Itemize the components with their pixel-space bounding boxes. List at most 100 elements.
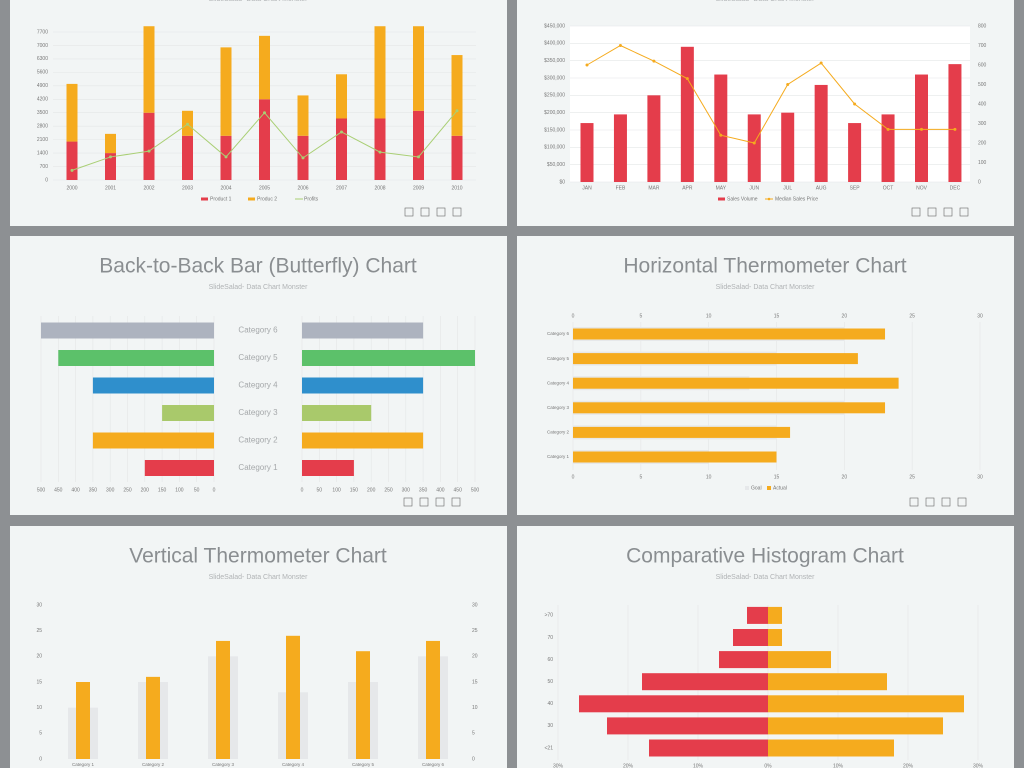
bar [92,377,214,394]
bar-segment [336,118,347,180]
bar [162,405,214,421]
social-icon[interactable] [451,497,461,507]
x-tick-label: JAN [582,185,592,191]
bar-segment [259,99,270,180]
y-tick-label: 3500 [37,110,48,116]
social-icon[interactable] [909,497,919,507]
bar-segment [143,112,155,180]
bar [848,123,862,182]
bar [573,328,886,340]
line-point [618,44,622,47]
category-label: 50 [547,679,553,685]
bar [781,112,795,182]
social-icon[interactable] [404,207,414,217]
x-tick-label: 10 [706,474,712,480]
bar [881,114,895,182]
y-tick-label: 25 [36,628,42,634]
chart-subtitle: SlideSalad- Data Chart Monster [209,0,308,3]
bar [302,350,475,366]
y2-tick-label: 5 [472,731,475,737]
social-icon[interactable] [403,497,413,507]
category-label: Category 4 [238,381,278,390]
social-icon[interactable] [435,497,445,507]
y2-tick-label: 0 [472,756,475,762]
social-icon[interactable] [959,207,969,217]
bar-segment [374,26,386,119]
x-tick-label: 300 [402,487,411,493]
category-label: Category 3 [238,408,278,417]
y-tick-label: $400,000 [544,41,565,47]
line-point [920,127,923,131]
category-label: Category 2 [547,430,570,435]
x-tick-label: Category 2 [142,762,165,767]
category-label: <21 [545,745,554,751]
social-icon[interactable] [943,207,953,217]
y-tick-label: $100,000 [544,145,565,151]
x-tick-label: 30 [977,313,983,319]
y2-tick-label: 500 [978,82,987,88]
chart-subtitle: SlideSalad- Data Chart Monster [209,284,308,291]
bar [768,673,887,691]
line-point [301,156,305,160]
y-tick-label: 0 [39,756,42,762]
y-tick-label: 4200 [37,97,48,103]
category-label: Category 6 [238,326,278,335]
legend-swatch [718,197,725,201]
y2-tick-label: 20 [472,654,478,660]
x-tick-label: 200 [141,487,150,493]
bar-segment [220,47,232,136]
bar [647,95,661,182]
bar [607,717,768,735]
bar [642,673,768,691]
legend-swatch [248,197,255,201]
x-tick-label: 500 [37,487,46,493]
x-tick-label: 450 [454,487,463,493]
category-label: Category 1 [238,463,278,472]
category-label: Category 5 [547,356,570,361]
x-tick-label: JUN [749,185,759,191]
social-icon[interactable] [419,497,429,507]
line-point [109,155,112,159]
bar [286,635,300,759]
bar [719,651,768,669]
line-point [455,109,459,113]
social-icon[interactable] [957,497,967,507]
y-tick-label: 700 [40,164,49,170]
bar-segment [374,118,386,180]
x-tick-label: Category 6 [422,762,445,767]
bar [356,651,370,759]
social-icon[interactable] [436,207,446,217]
legend-label: Profits [304,196,319,202]
y2-tick-label: 0 [978,179,981,185]
y2-tick-label: 300 [978,121,987,127]
panel [10,236,507,515]
social-icon[interactable] [420,207,430,217]
x-tick-label: 400 [71,487,80,493]
social-icon[interactable] [925,497,935,507]
x-tick-label: JUL [783,185,792,191]
x-tick-label: 0 [213,487,216,493]
y2-tick-label: 25 [472,628,478,634]
x-tick-label: 2005 [259,185,270,191]
x-tick-label: 20% [623,763,634,768]
line-point [853,102,857,106]
y-tick-label: 1400 [37,150,48,156]
y-tick-label: 5600 [37,70,48,76]
legend-label: Actual [773,485,787,491]
bar [579,695,768,713]
y-tick-label: $450,000 [544,23,565,29]
social-icon[interactable] [927,207,937,217]
bar [573,426,791,438]
x-tick-label: 20 [842,313,848,319]
y-tick-label: $150,000 [544,127,565,133]
bar-segment [413,26,424,111]
y-tick-label: $50,000 [547,162,565,168]
social-icon[interactable] [911,207,921,217]
social-icon[interactable] [452,207,462,217]
x-tick-label: DEC [950,185,961,191]
y-tick-label: 7700 [37,29,48,35]
social-icon[interactable] [941,497,951,507]
x-tick-label: FEB [616,185,626,191]
x-tick-label: Category 4 [282,762,305,767]
